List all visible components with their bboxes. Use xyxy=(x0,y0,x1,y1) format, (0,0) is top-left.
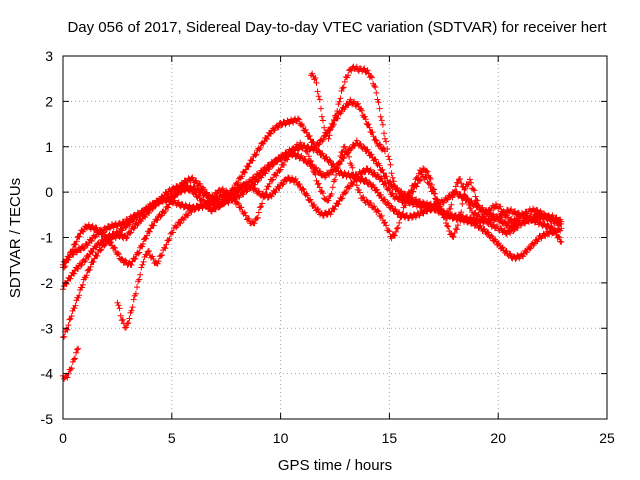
y-tick-label: -4 xyxy=(41,366,54,382)
y-tick-label: -2 xyxy=(41,275,54,291)
x-axis-ticks: 0 5 10 15 20 25 xyxy=(59,56,615,446)
y-tick-label: -3 xyxy=(41,320,54,336)
grid-lines xyxy=(63,56,607,419)
chart-title: Day 056 of 2017, Sidereal Day-to-day VTE… xyxy=(67,19,607,36)
data-points xyxy=(60,63,565,382)
series-markers xyxy=(114,139,565,331)
x-tick-label: 5 xyxy=(168,430,176,446)
series-markers xyxy=(308,63,563,238)
y-tick-label: -1 xyxy=(41,230,54,246)
x-tick-label: 0 xyxy=(59,430,67,446)
series-markers xyxy=(60,96,388,341)
series-track-5 xyxy=(114,139,565,331)
y-axis-label: SDTVAR / TECUs xyxy=(7,178,24,298)
x-tick-label: 25 xyxy=(599,430,615,446)
x-tick-label: 15 xyxy=(382,430,398,446)
y-tick-label: 0 xyxy=(45,184,53,200)
y-tick-label: -5 xyxy=(41,411,54,427)
y-tick-label: 1 xyxy=(45,139,53,155)
series-track-3 xyxy=(60,96,388,341)
y-axis-ticks: -5 -4 -3 -2 -1 0 1 2 3 xyxy=(41,48,607,427)
x-axis-label: GPS time / hours xyxy=(278,457,392,474)
y-tick-label: 3 xyxy=(45,48,53,64)
x-tick-label: 20 xyxy=(490,430,506,446)
series-track-6 xyxy=(308,63,563,238)
x-tick-label: 10 xyxy=(273,430,289,446)
y-tick-label: 2 xyxy=(45,93,53,109)
